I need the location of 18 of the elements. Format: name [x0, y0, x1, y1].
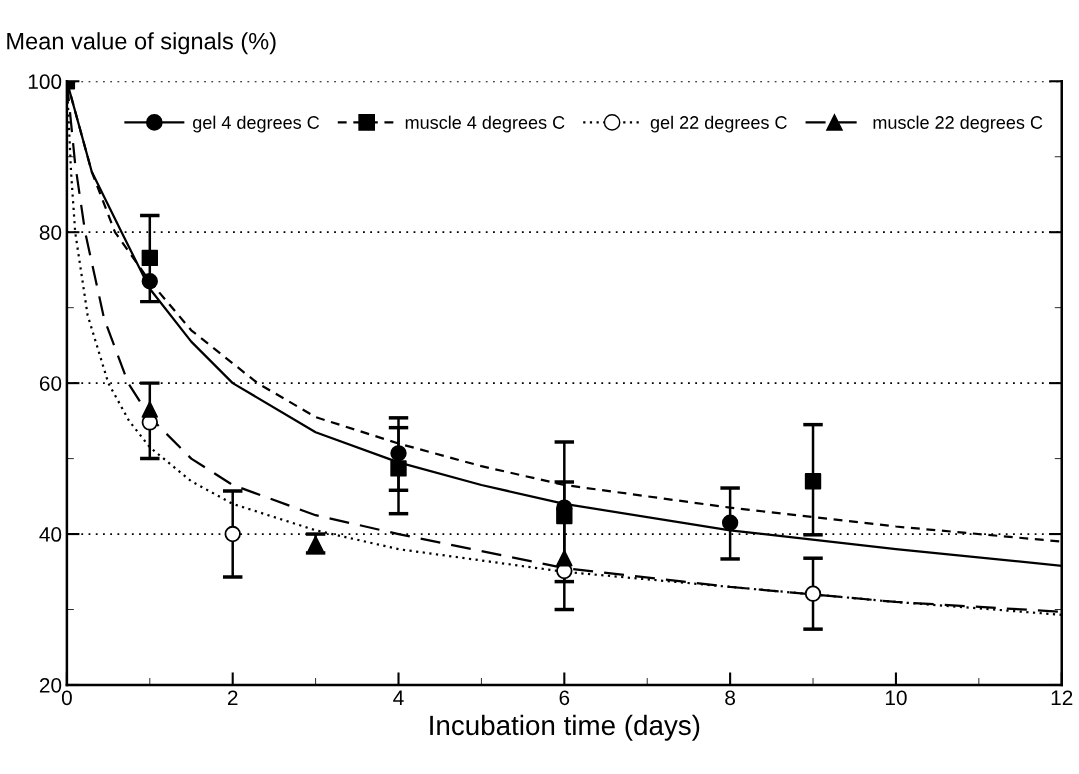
- x-tick-label: 12: [1051, 690, 1073, 705]
- x-axis-title: Incubation time (days): [430, 714, 700, 741]
- legend-label: muscle 22 degrees C: [873, 115, 1043, 133]
- y-tick-label: 20: [39, 677, 62, 693]
- legend-label: gel 4 degrees C: [193, 115, 320, 133]
- y-tick-label: 100: [28, 74, 62, 90]
- y-tick-label: 40: [39, 527, 62, 542]
- x-tick-label: 0: [61, 690, 72, 706]
- x-tick-label: 4: [393, 690, 404, 705]
- x-tick-label: 6: [559, 690, 570, 706]
- x-tick-label: 8: [725, 690, 736, 706]
- legend-label: gel 22 degrees C: [650, 115, 787, 133]
- y-axis-title: Mean value of signals (%): [7, 32, 276, 55]
- x-tick-label: 10: [885, 690, 907, 706]
- y-tick-label: 60: [39, 376, 62, 391]
- legend-label: muscle 4 degrees C: [405, 115, 565, 133]
- y-tick-label: 80: [39, 225, 62, 240]
- x-tick-label: 2: [227, 690, 238, 705]
